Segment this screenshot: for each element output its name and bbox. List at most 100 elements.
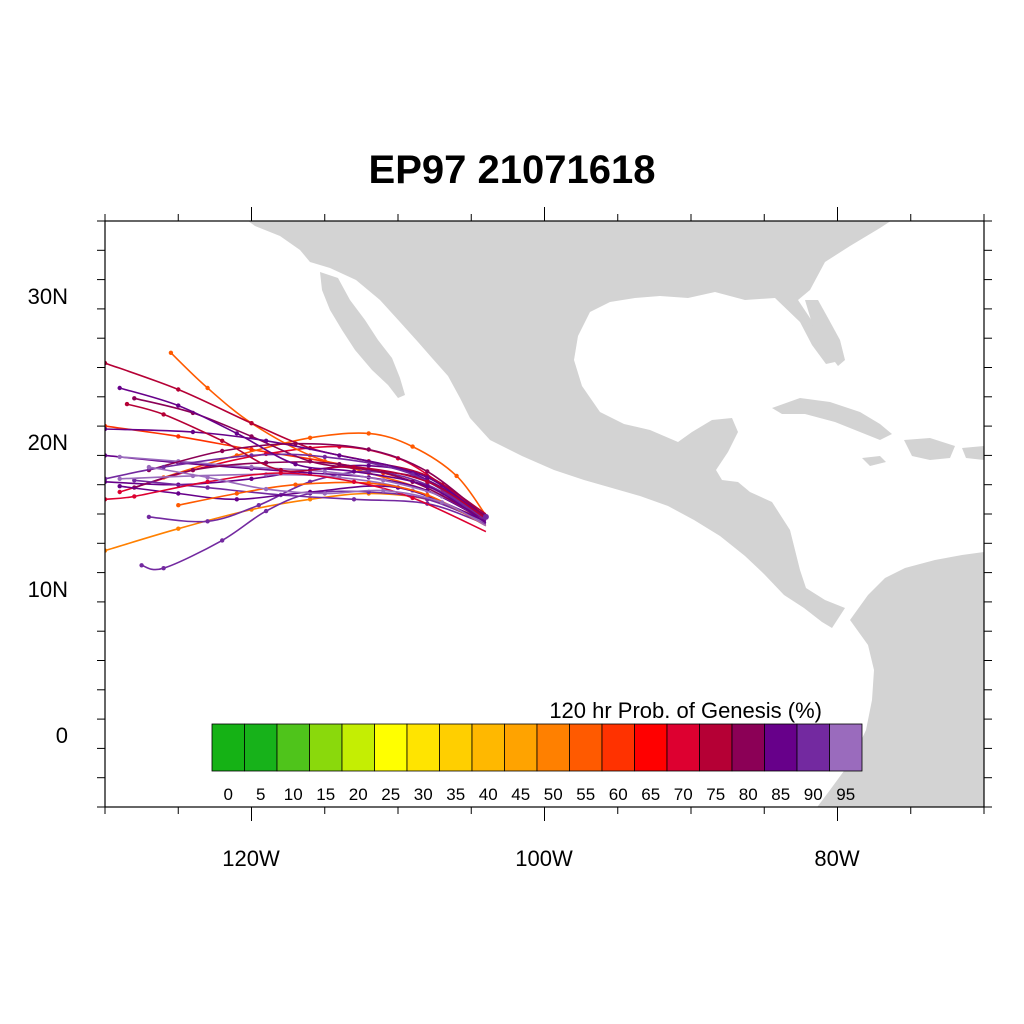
track-point (124, 401, 130, 407)
lat-label-30n: 30N (28, 284, 68, 309)
track-point (454, 473, 459, 479)
track-point (263, 508, 269, 514)
colorbar: 120 hr Prob. of Genesis (%) 0 5 10 15 20 25 30… (211, 698, 863, 804)
track-point (205, 475, 210, 480)
colorbar-box (764, 723, 798, 772)
track-point (161, 566, 166, 571)
track-point (234, 431, 239, 436)
tick-marks (97, 207, 992, 821)
track-point (322, 469, 327, 474)
colorbar-label: 30 (414, 785, 433, 804)
colorbar-title: 120 hr Prob. of Genesis (%) (549, 698, 822, 723)
track-point (146, 464, 152, 470)
colorbar-label: 0 (224, 785, 233, 804)
track-point (117, 454, 122, 460)
track-point (351, 469, 357, 474)
lat-label-10n: 10N (28, 577, 68, 602)
track-point (322, 491, 327, 496)
colorbar-box (471, 723, 505, 772)
track-point (205, 479, 210, 484)
track-point (176, 491, 181, 496)
track-point (146, 514, 152, 520)
colorbar-box (406, 723, 440, 772)
colorbar-label: 35 (446, 785, 465, 804)
track-point (293, 441, 298, 446)
track-point (117, 489, 122, 495)
colorbar-label: 95 (836, 785, 855, 804)
track-point (168, 350, 174, 355)
track-point (351, 497, 357, 502)
track-point (161, 412, 166, 417)
north-central-america-land (248, 221, 891, 628)
lon-label-100w: 100W (515, 846, 573, 871)
track-point (161, 464, 166, 470)
colorbar-box (699, 723, 733, 772)
track-point (366, 447, 371, 452)
track-point (249, 476, 254, 481)
colorbar-label: 80 (739, 785, 758, 804)
track-point (366, 463, 371, 468)
track-point (263, 460, 269, 465)
track-point (256, 503, 261, 508)
track-point (176, 403, 181, 408)
track-point (293, 462, 298, 467)
colorbar-box (439, 723, 473, 772)
colorbar-box (796, 723, 830, 772)
colorbar-box (536, 723, 570, 772)
track-point (176, 526, 181, 531)
colorbar-label: 15 (316, 785, 335, 804)
track-point (190, 429, 196, 435)
colorbar-boxes (211, 723, 863, 772)
track-point (425, 484, 430, 489)
track-point (337, 453, 342, 458)
track-point (366, 469, 371, 474)
track-point (117, 476, 122, 481)
track-point (190, 467, 196, 473)
track-point (351, 479, 357, 484)
track-point (220, 538, 225, 543)
colorbar-label: 50 (544, 785, 563, 804)
hispaniola-land (904, 438, 955, 460)
track-point (249, 434, 254, 439)
colorbar-label: 65 (641, 785, 660, 804)
track-point (381, 488, 386, 493)
track-point (234, 491, 239, 496)
colorbar-label: 75 (706, 785, 725, 804)
colorbar-box (666, 723, 700, 772)
track-point (176, 387, 181, 392)
track-point (307, 497, 313, 502)
storm-track-18 (148, 442, 487, 518)
track-point (322, 454, 327, 460)
track-point (205, 485, 210, 490)
colorbar-label: 55 (576, 785, 595, 804)
track-point (139, 563, 144, 568)
colorbar-labels: 0 5 10 15 20 25 30 35 40 45 50 55 60 65 70 75 80 85 90 95 (224, 785, 856, 804)
track-point (425, 469, 430, 474)
lat-label-20n: 20N (28, 430, 68, 455)
land-group (248, 221, 984, 807)
colorbar-label: 5 (256, 785, 265, 804)
colorbar-box (374, 723, 408, 772)
lon-label-80w: 80W (814, 846, 859, 871)
south-america-land (817, 552, 984, 807)
colorbar-box (341, 723, 375, 772)
colorbar-label: 90 (804, 785, 823, 804)
track-point (117, 385, 122, 391)
colorbar-box (309, 723, 343, 772)
colorbar-label: 70 (674, 785, 693, 804)
track-point (234, 497, 239, 502)
track-point (425, 475, 430, 480)
track-point (117, 484, 122, 489)
track-point (439, 500, 445, 505)
genesis-point (482, 513, 489, 520)
track-point (220, 438, 225, 443)
colorbar-label: 45 (511, 785, 530, 804)
colorbar-box (601, 723, 635, 772)
track-point (205, 385, 210, 391)
storm-track-14 (105, 428, 487, 517)
storm-track-9 (141, 490, 487, 571)
track-point (337, 462, 342, 467)
lat-label-eq: 0 (56, 723, 68, 748)
colorbar-box (504, 723, 538, 772)
track-point (425, 492, 430, 498)
